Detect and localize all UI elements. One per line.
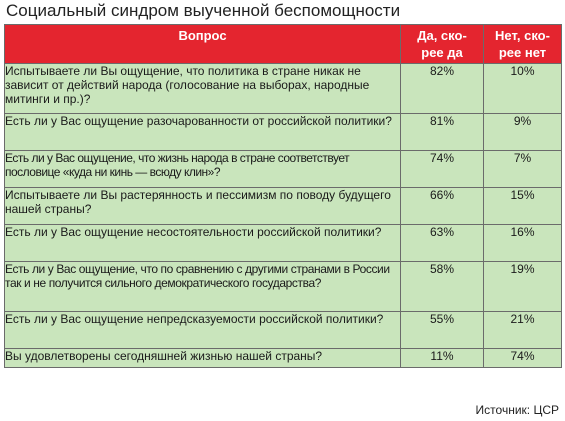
- no-cell: 10%: [483, 63, 562, 114]
- question-cell: Испытываете ли Вы ощущение, что политика…: [4, 63, 401, 114]
- question-cell: Есть ли у Вас ощущение несостоятельности…: [4, 224, 401, 262]
- question-cell: Есть ли у Вас ощущение, что жизнь народа…: [4, 150, 401, 188]
- yes-cell: 58%: [400, 261, 484, 312]
- question-cell: Есть ли у Вас ощущение, что по сравнению…: [4, 261, 401, 312]
- header-question: Вопрос: [4, 24, 401, 64]
- table-row: Есть ли у Вас ощущение разочарованности …: [4, 113, 562, 151]
- table-row: Есть ли у Вас ощущение, что по сравнению…: [4, 261, 562, 312]
- no-cell: 74%: [483, 348, 562, 368]
- table-row: Испытываете ли Вы растерянность и пессим…: [4, 187, 562, 225]
- question-cell: Испытываете ли Вы растерянность и пессим…: [4, 187, 401, 225]
- question-cell: Есть ли у Вас ощущение разочарованности …: [4, 113, 401, 151]
- yes-cell: 63%: [400, 224, 484, 262]
- header-yes: Да, ско- рее да: [400, 24, 484, 64]
- header-no: Нет, ско- рее нет: [483, 24, 562, 64]
- table-row: Вы удовлетворены сегодняшней жизнью наше…: [4, 348, 562, 368]
- no-cell: 7%: [483, 150, 562, 188]
- no-cell: 19%: [483, 261, 562, 312]
- no-cell: 16%: [483, 224, 562, 262]
- table-header-row: Вопрос Да, ско- рее да Нет, ско- рее нет: [4, 24, 562, 64]
- survey-table: Вопрос Да, ско- рее да Нет, ско- рее нет…: [4, 24, 562, 368]
- no-cell: 15%: [483, 187, 562, 225]
- table-row: Есть ли у Вас ощущение непредсказуемости…: [4, 311, 562, 349]
- source-note: Источник: ЦСР: [475, 403, 559, 417]
- table-row: Есть ли у Вас ощущение, что жизнь народа…: [4, 150, 562, 188]
- question-cell: Есть ли у Вас ощущение непредсказуемости…: [4, 311, 401, 349]
- yes-cell: 66%: [400, 187, 484, 225]
- no-cell: 21%: [483, 311, 562, 349]
- question-cell: Вы удовлетворены сегодняшней жизнью наше…: [4, 348, 401, 368]
- yes-cell: 81%: [400, 113, 484, 151]
- yes-cell: 55%: [400, 311, 484, 349]
- page-title: Социальный синдром выученной беспомощнос…: [6, 1, 401, 20]
- yes-cell: 74%: [400, 150, 484, 188]
- table-row: Есть ли у Вас ощущение несостоятельности…: [4, 224, 562, 262]
- table-row: Испытываете ли Вы ощущение, что политика…: [4, 63, 562, 114]
- yes-cell: 82%: [400, 63, 484, 114]
- no-cell: 9%: [483, 113, 562, 151]
- yes-cell: 11%: [400, 348, 484, 368]
